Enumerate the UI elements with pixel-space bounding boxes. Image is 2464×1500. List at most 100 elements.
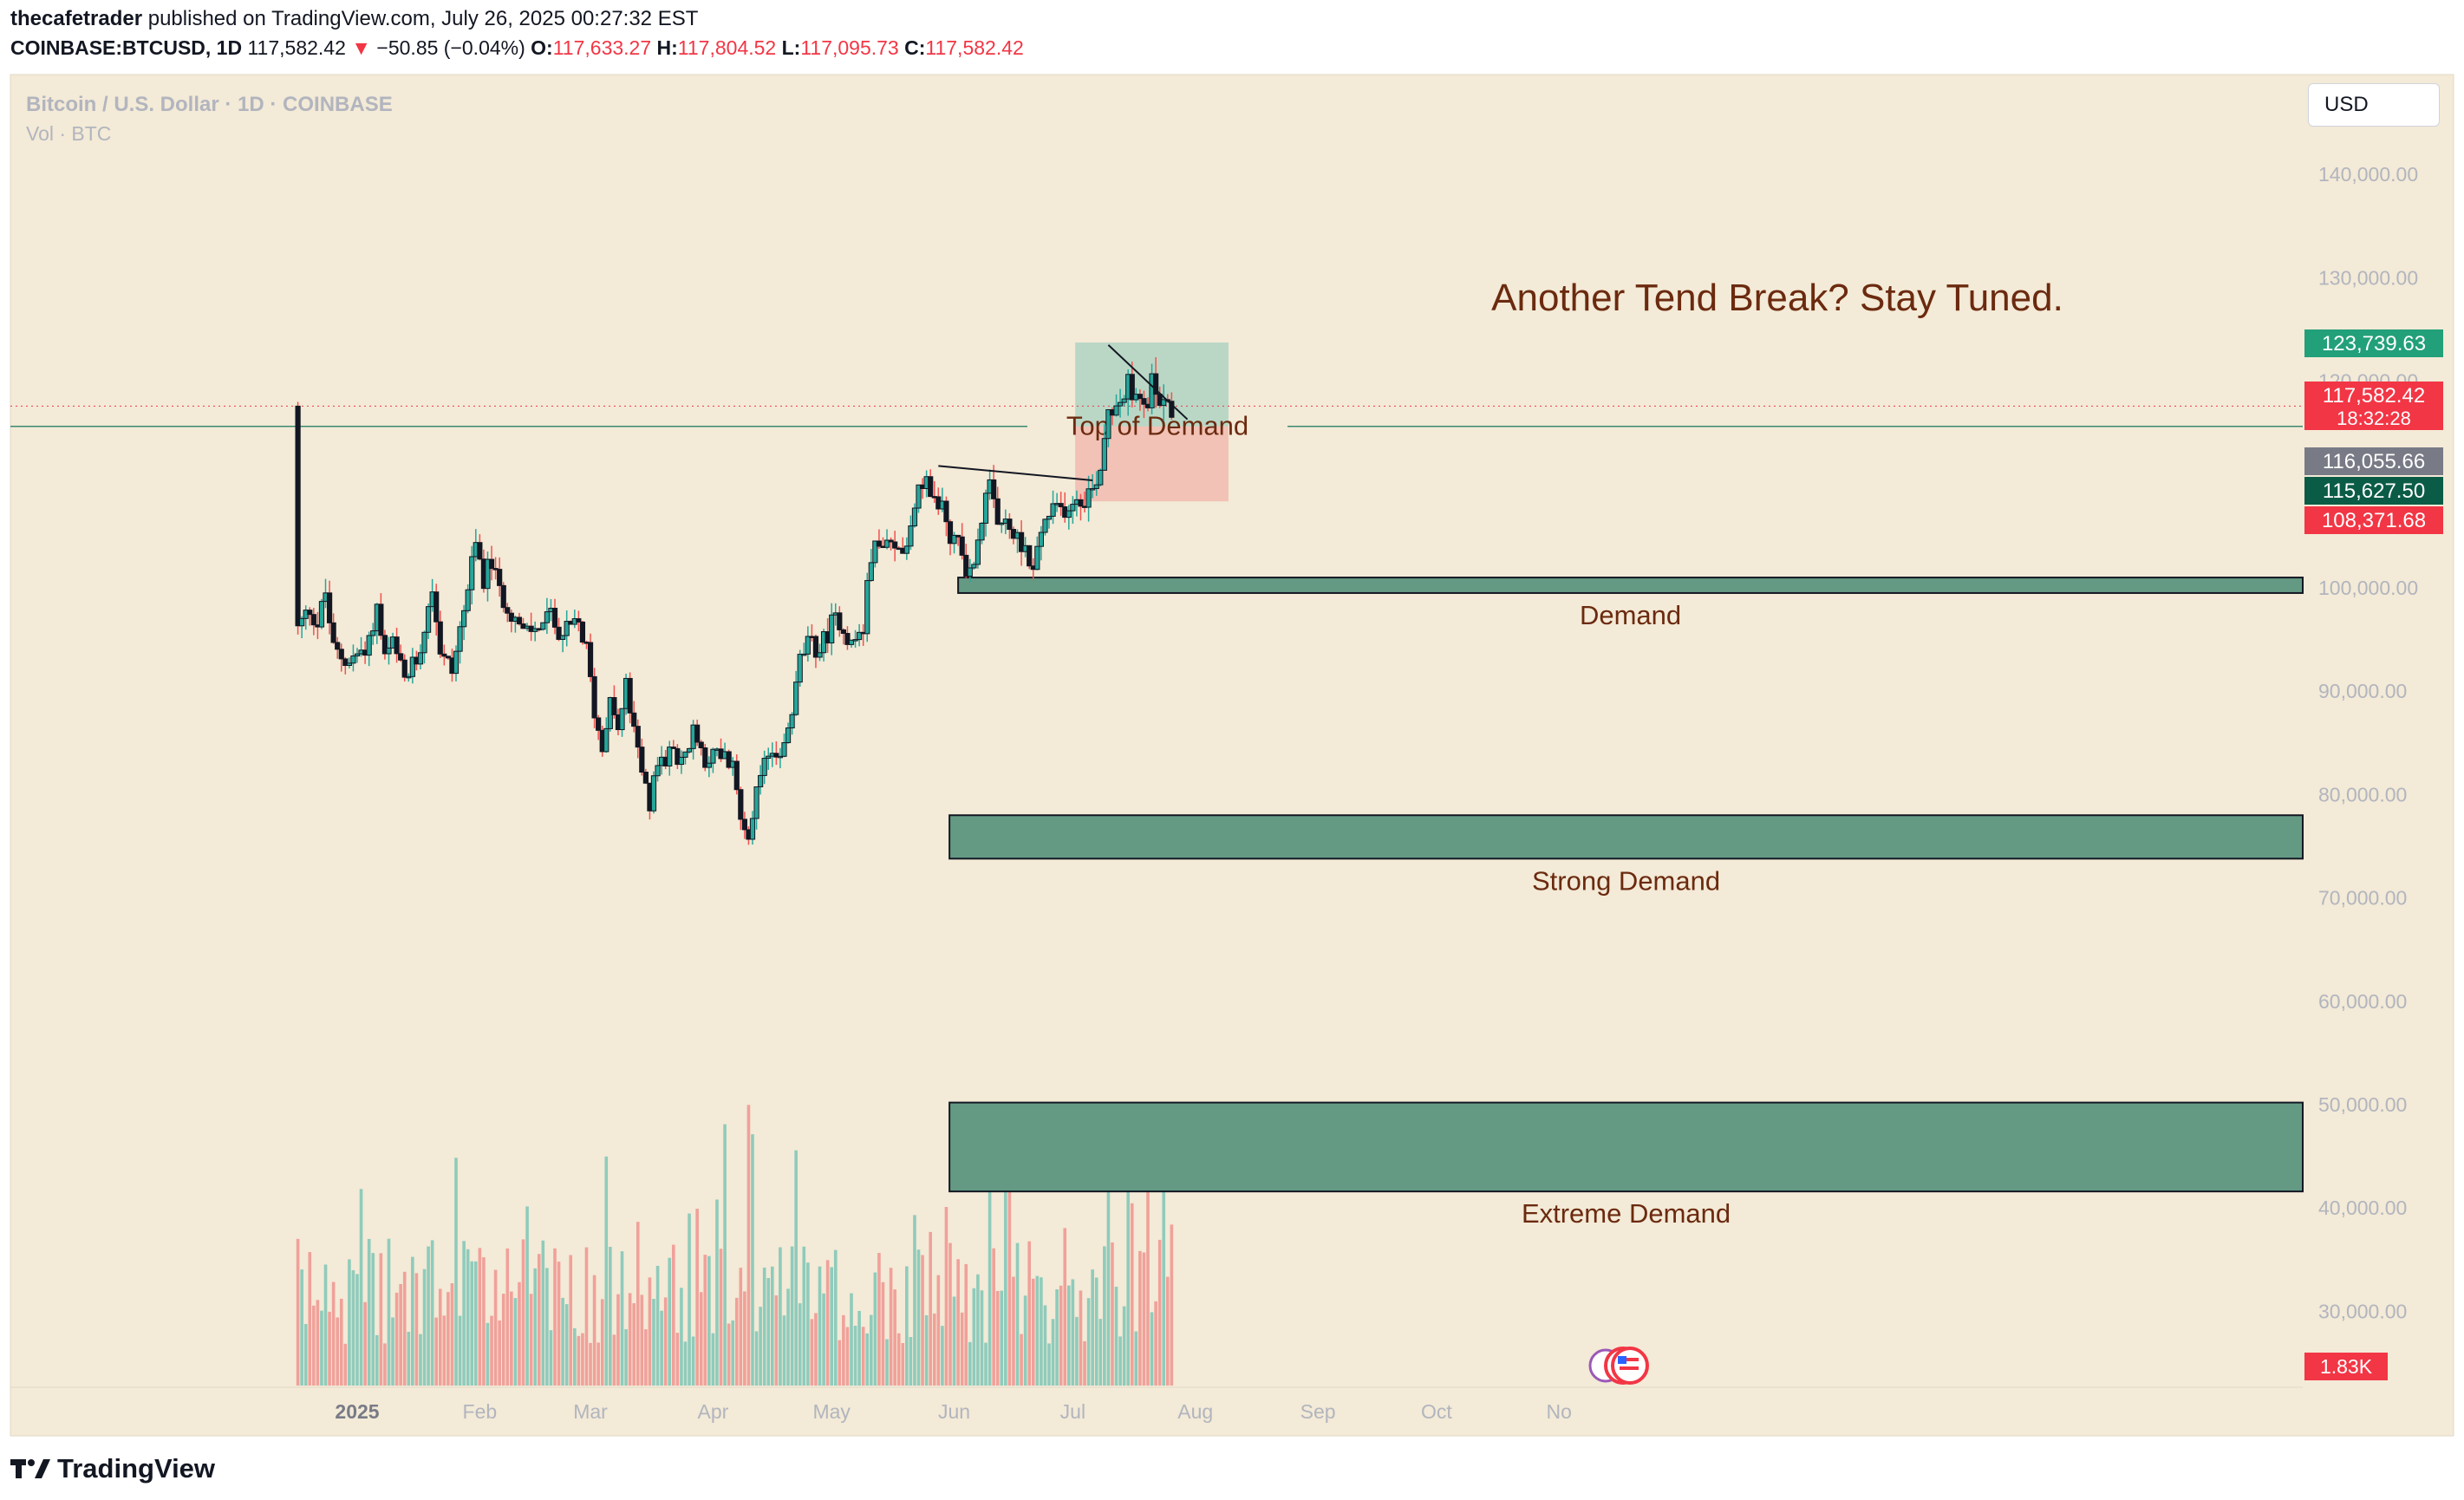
volume-bar [399,1283,402,1386]
ohlc-line: COINBASE:BTCUSD, 1D 117,582.42 ▼ −50.85 … [10,36,1024,60]
volume-bar [759,1307,762,1386]
candle-body [338,649,344,660]
zone-3 [948,1101,2304,1193]
volume-bar [924,1314,929,1386]
candle-body [497,569,503,586]
volume-bar [1111,1242,1114,1386]
candle-body [631,712,637,727]
volume-bar [751,1134,754,1386]
volume-bar [339,1298,343,1386]
volume-bar [1118,1336,1122,1386]
price-tag-label: 108,371.68 [2322,509,2426,532]
trendlines[interactable] [938,344,1189,482]
candle-body [738,789,744,820]
volume-bar [1015,1242,1020,1386]
symbol-label: COINBASE:BTCUSD, 1D [10,36,243,59]
volume-bar [1075,1316,1079,1386]
candle-body [766,755,772,760]
x-tick-label: Oct [1421,1400,1452,1423]
candle-body [979,522,985,541]
volume-bar [711,1333,715,1386]
volume-bar [833,1249,838,1386]
volume-bar [577,1335,581,1386]
candle-body [943,500,949,523]
trendline-2[interactable] [1107,344,1189,421]
candle-body [801,653,807,656]
volume-bar [1170,1224,1174,1386]
legend-title[interactable]: Bitcoin / U.S. Dollar · 1D · COINBASE [26,93,393,116]
candle-body [627,677,633,714]
y-tick-label: 50,000.00 [2318,1093,2407,1116]
volume-bar [861,1327,865,1386]
volume-bar [1091,1269,1094,1386]
volume-bar [916,1249,921,1386]
candle-body [852,639,858,642]
event-icons[interactable] [1588,1347,1649,1385]
volume-bar [383,1343,387,1386]
volume-bar [620,1251,624,1386]
volume-bar [952,1296,956,1386]
volume-bar [794,1150,798,1386]
volume-bar [331,1282,336,1386]
flag-stripe [1620,1358,1639,1361]
volume-bar [1134,1331,1138,1386]
volume-bar [802,1246,806,1386]
volume-bar [1063,1228,1067,1386]
volume-bar [857,1310,861,1386]
candle-body [1121,398,1127,403]
stop-zone[interactable] [1075,426,1229,502]
volume-bar [632,1303,636,1386]
candle-body [655,765,661,777]
volume-bar [355,1274,359,1386]
volume-bar [458,1315,462,1386]
candle-body [564,621,570,636]
volume-bar [905,1266,909,1386]
volume-bar [691,1336,695,1386]
volume-bar [754,1331,759,1386]
position-tool[interactable] [1075,342,1229,502]
currency-button[interactable]: USD [2308,83,2440,127]
volume-bar [478,1248,482,1386]
us-flag-icon[interactable] [1611,1347,1649,1385]
volume-bar [486,1322,490,1386]
candle-body [991,479,997,499]
x-tick-label: No [1547,1400,1572,1423]
close-value: 117,582.42 [925,36,1024,59]
volume-bar [545,1268,549,1386]
time-axis[interactable]: 2025 Feb Mar Apr May Jun Jul Aug Sep Oct No [10,1386,2303,1423]
candle-body [381,635,388,655]
low-label: L: [781,36,801,59]
volume-bar [695,1209,699,1386]
legend-volume[interactable]: Vol · BTC [26,122,111,145]
volume-bar [533,1268,537,1386]
demand-zones: Demand Strong Demand Extreme Demand [948,577,2304,1229]
volume-bar [929,1231,932,1386]
y-tick-label: 30,000.00 [2318,1300,2407,1322]
volume-bar [303,1324,308,1386]
candle-body [761,758,767,776]
candle-body [1113,405,1119,416]
flag-stripe [1620,1366,1639,1370]
volume-bar [510,1291,513,1386]
price-tag [2304,447,2443,475]
candle-body [982,492,989,524]
volume-bar [806,1262,810,1386]
candle-body [560,635,566,640]
author-name[interactable]: thecafetrader [10,7,143,30]
candle-body [639,747,645,773]
volume-bar [359,1189,363,1386]
volume-bar [1086,1298,1091,1386]
candle-body [453,650,460,675]
candle-body [888,539,894,543]
trendline-1[interactable] [938,465,1093,482]
candle-body [354,653,361,657]
candle-body [386,647,392,655]
tradingview-logo[interactable]: TradingView [10,1453,215,1484]
volume-bar [379,1253,383,1386]
volume-bars [296,1105,1174,1386]
candle-body [999,522,1005,525]
price-axis[interactable]: 140,000.00130,000.00120,000.00100,000.00… [2318,163,2418,1322]
zone-2 [948,814,2304,860]
candle-body [733,760,740,791]
